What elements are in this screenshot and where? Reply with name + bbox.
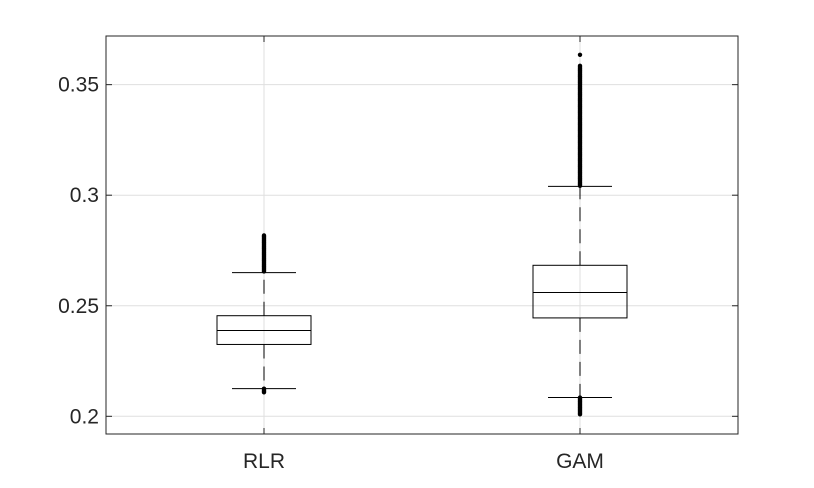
- outlier-point: [261, 269, 267, 274]
- x-tick-label: RLR: [243, 450, 285, 473]
- box-gam: [532, 52, 628, 417]
- y-tick-label: 0.2: [70, 405, 99, 428]
- y-tick-labels: 0.2 0.25 0.3 0.35: [58, 74, 99, 429]
- box-plots: [216, 52, 628, 417]
- grid-lines: [106, 36, 738, 434]
- outlier-point: [261, 390, 267, 395]
- y-tick-label: 0.3: [70, 184, 99, 207]
- outlier-point: [577, 412, 583, 417]
- y-tick-label: 0.35: [58, 74, 99, 97]
- x-tick-labels: RLR GAM: [243, 450, 604, 473]
- outlier-point: [577, 183, 583, 189]
- y-tick-label: 0.25: [58, 295, 99, 318]
- axes-frame: [105, 35, 739, 435]
- outlier-point: [577, 52, 583, 57]
- tick-marks: [106, 36, 738, 434]
- box-rlr: [216, 233, 312, 395]
- x-tick-label: GAM: [556, 450, 604, 473]
- iqr-box: [532, 264, 628, 319]
